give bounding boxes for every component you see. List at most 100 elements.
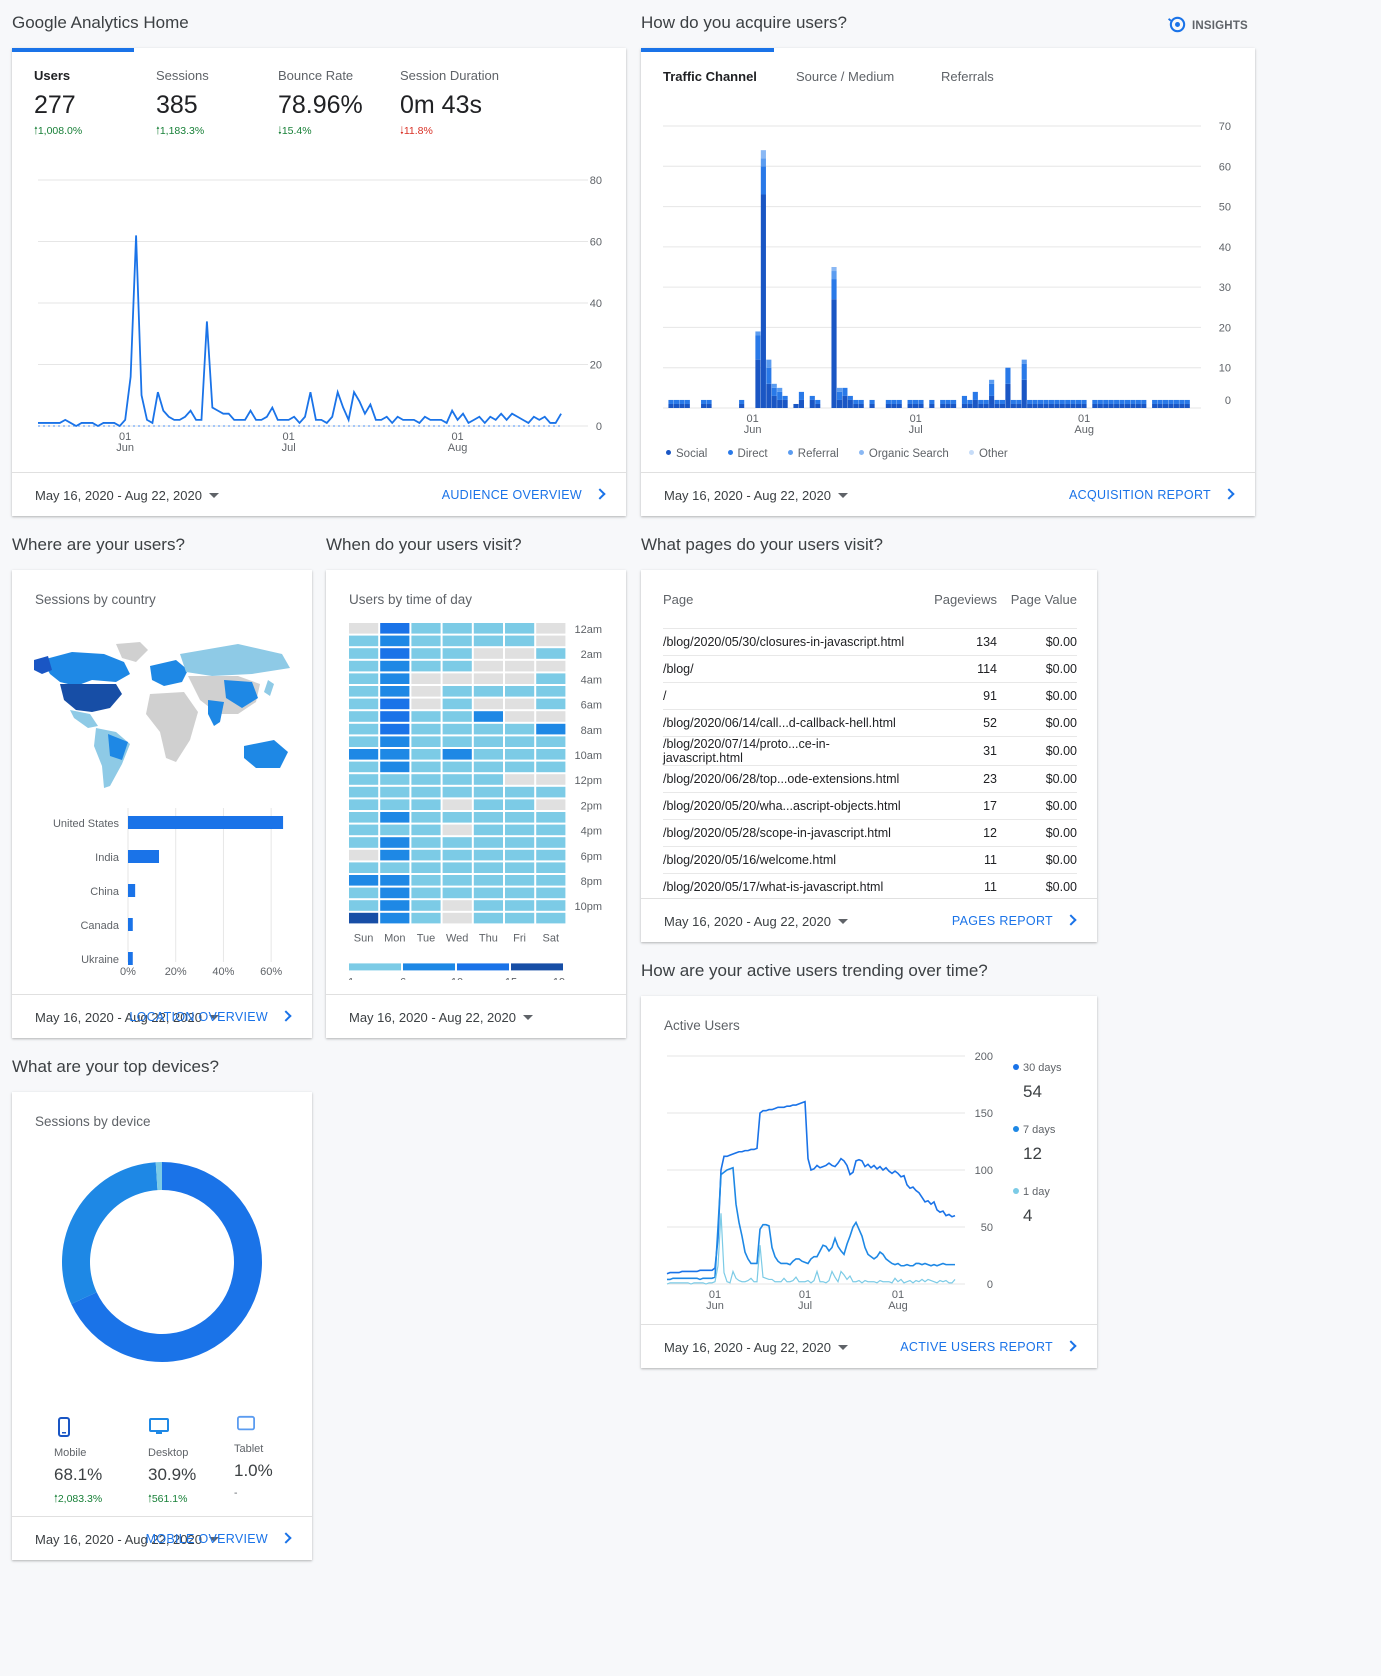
- page-value-cell: $0.00: [997, 627, 1077, 655]
- bar-segment: [836, 391, 843, 400]
- bar-segment: [972, 391, 978, 400]
- mobile-overview-link[interactable]: MOBILE OVERVIEW: [146, 1532, 292, 1546]
- date-range-selector[interactable]: May 16, 2020 - Aug 22, 2020: [35, 1010, 219, 1025]
- day-label: Sun: [354, 932, 374, 944]
- heatmap-cell: [349, 736, 379, 747]
- heatmap-cell: [349, 686, 379, 697]
- table-row: /blog/2020/06/28/top...ode-extensions.ht…: [663, 764, 1077, 792]
- x-tick-label: 01: [451, 431, 463, 443]
- map-greenland: [116, 642, 148, 662]
- bar-segment: [989, 379, 995, 384]
- x-tick-label: Aug: [888, 1300, 908, 1312]
- heatmap-cell: [473, 635, 503, 647]
- page-path[interactable]: /blog/2020/06/14/call...d-callback-hell.…: [663, 708, 909, 736]
- scale-segment: [511, 963, 563, 971]
- tablet-icon: [237, 1415, 255, 1431]
- location-overview-link[interactable]: LOCATION OVERVIEW: [129, 1010, 292, 1024]
- active-users-report-link[interactable]: ACTIVE USERS REPORT: [900, 1340, 1077, 1354]
- heatmap-cell: [411, 673, 441, 684]
- bar-segment: [673, 403, 680, 408]
- chevron-right-icon: [280, 1532, 292, 1544]
- page-path[interactable]: /blog/2020/05/28/scope-in-javascript.htm…: [663, 818, 909, 846]
- metric-session-duration[interactable]: Session Duration 0m 43s 🠓11.8%: [400, 68, 520, 141]
- bar-segment: [793, 403, 799, 408]
- pageviews-cell: 11: [909, 872, 997, 900]
- world-map: [34, 642, 290, 788]
- metric-users[interactable]: Users 277 🠑1,008.0%: [34, 68, 154, 141]
- page-value-cell: $0.00: [997, 818, 1077, 846]
- heatmap-cell: [442, 887, 472, 899]
- tab-traffic-channel[interactable]: Traffic Channel: [663, 69, 757, 84]
- bar-segment: [1157, 399, 1163, 404]
- scale-segment: [457, 963, 509, 971]
- heatmap-cell: [442, 824, 472, 836]
- bar-segment: [1076, 399, 1082, 404]
- page-path[interactable]: /blog/2020/05/30/closures-in-javascript.…: [663, 627, 909, 655]
- heatmap-cell: [442, 875, 472, 886]
- heatmap-cell: [536, 887, 566, 899]
- bar-segment: [1135, 399, 1141, 404]
- heatmap-cell: [349, 774, 379, 785]
- heatmap-cell: [473, 711, 503, 722]
- card-footer: May 16, 2020 - Aug 22, 2020: [326, 994, 626, 1038]
- page-path[interactable]: /blog/2020/07/14/proto...ce-in-javascrip…: [663, 735, 909, 765]
- date-range-selector[interactable]: May 16, 2020 - Aug 22, 2020: [35, 488, 219, 503]
- hour-label: 12pm: [574, 775, 602, 787]
- heatmap-cell: [380, 837, 410, 848]
- page-path[interactable]: /blog/2020/05/17/what-is-javascript.html: [663, 872, 909, 900]
- insights-button[interactable]: INSIGHTS: [1167, 15, 1248, 34]
- bar-segment: [1114, 403, 1120, 408]
- device-value: 30.9%: [148, 1465, 197, 1484]
- legend-label: Organic Search: [868, 448, 949, 460]
- acquisition-report-link[interactable]: ACQUISITION REPORT: [1069, 488, 1235, 502]
- date-range-selector[interactable]: May 16, 2020 - Aug 22, 2020: [35, 1532, 219, 1547]
- hour-label: 10am: [574, 750, 602, 762]
- date-range-selector[interactable]: May 16, 2020 - Aug 22, 2020: [349, 1010, 533, 1025]
- y-tick-label: 40: [590, 298, 602, 310]
- heatmap-cell: [411, 862, 441, 873]
- day-label: Mon: [384, 932, 405, 944]
- heatmap-cell: [411, 761, 441, 773]
- legend-label: Other: [978, 448, 1008, 460]
- page-path[interactable]: /: [663, 681, 909, 709]
- x-tick-label: Aug: [448, 442, 468, 454]
- date-range-selector[interactable]: May 16, 2020 - Aug 22, 2020: [664, 914, 848, 929]
- metric-value: 78.96%: [278, 91, 363, 119]
- metric-bounce-rate[interactable]: Bounce Rate 78.96% 🠓15.4%: [278, 68, 398, 141]
- page-path[interactable]: /blog/2020/05/16/welcome.html: [663, 845, 909, 873]
- date-range-selector[interactable]: May 16, 2020 - Aug 22, 2020: [664, 488, 848, 503]
- legend-organic-search: Organic Search: [858, 448, 949, 460]
- audience-overview-link[interactable]: AUDIENCE OVERVIEW: [442, 488, 606, 502]
- bar-segment: [918, 399, 924, 404]
- bar-segment: [929, 403, 935, 408]
- bar-segment: [912, 403, 919, 408]
- page-path[interactable]: /blog/2020/05/20/wha...ascript-objects.h…: [663, 791, 909, 819]
- pageviews-cell: 91: [909, 681, 997, 709]
- card-label: Sessions by country: [35, 592, 156, 607]
- page-path[interactable]: /blog/2020/06/28/top...ode-extensions.ht…: [663, 764, 909, 792]
- map-china: [224, 680, 258, 708]
- heatmap-cell: [411, 786, 441, 798]
- metric-label: Bounce Rate: [278, 68, 354, 83]
- heatmap-cell: [536, 761, 566, 773]
- bar-segment: [1157, 403, 1163, 408]
- pageviews-cell: 31: [909, 735, 997, 765]
- date-range-selector[interactable]: May 16, 2020 - Aug 22, 2020: [664, 1340, 848, 1355]
- heatmap-cell: [411, 635, 441, 647]
- traffic-channel-legend: Social Direct Referral Organic Search Ot…: [666, 448, 1025, 460]
- y-tick-label: 60: [1219, 161, 1231, 173]
- x-tick-label: 01: [799, 1289, 811, 1301]
- y-tick-label: 20: [1219, 322, 1231, 334]
- page-path[interactable]: /blog/: [663, 654, 909, 682]
- heatmap-cell: [536, 849, 566, 861]
- country-label: Canada: [80, 920, 119, 932]
- pages-report-link[interactable]: PAGES REPORT: [952, 914, 1077, 928]
- bar-segment: [1010, 403, 1016, 408]
- metric-sessions[interactable]: Sessions 385 🠑1,183.3%: [156, 68, 276, 141]
- map-russia: [180, 644, 290, 676]
- tab-source-medium[interactable]: Source / Medium: [796, 69, 895, 84]
- bar-segment: [1043, 399, 1049, 404]
- bar-segment: [1162, 399, 1169, 404]
- tab-referrals[interactable]: Referrals: [941, 69, 994, 84]
- legend-dot: [727, 450, 733, 455]
